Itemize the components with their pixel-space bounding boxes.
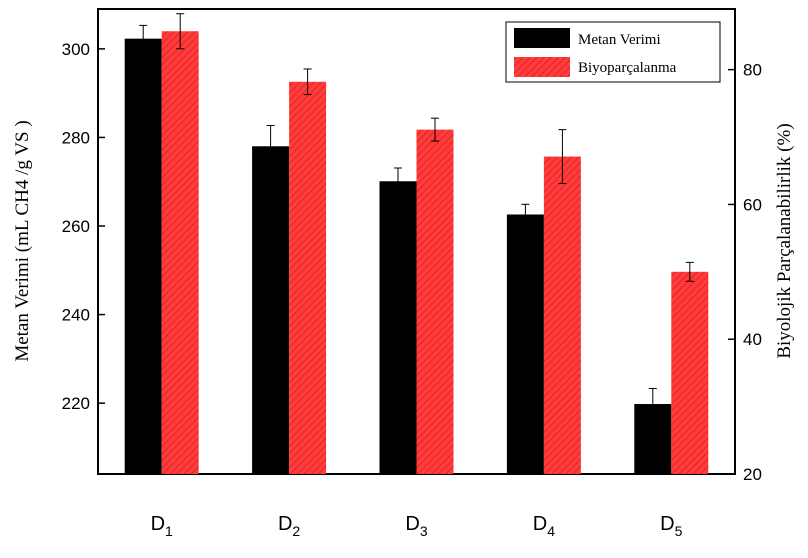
bars-layer bbox=[125, 31, 709, 474]
left-tick-label: 300 bbox=[62, 40, 90, 59]
legend-swatch-biyo bbox=[514, 57, 570, 77]
left-axis-label: Metan Verimi (mL CH4 /g VS ) bbox=[12, 120, 33, 361]
x-tick-label-1: D1 bbox=[151, 513, 173, 539]
bar-biyopar-alanma-2 bbox=[289, 82, 326, 474]
bar-metan-verimi-4 bbox=[507, 214, 544, 474]
x-tick-label-4: D4 bbox=[533, 513, 555, 539]
legend-label-metan: Metan Verimi bbox=[578, 32, 661, 48]
left-tick-label: 260 bbox=[62, 217, 90, 236]
bar-biyopar-alanma-3 bbox=[417, 130, 454, 474]
right-axis-label: Biyolojik Parçalanabilirlik (%) bbox=[774, 123, 795, 358]
left-tick-label: 240 bbox=[62, 306, 90, 325]
right-tick-label: 40 bbox=[743, 330, 762, 349]
right-tick-label: 60 bbox=[743, 195, 762, 214]
legend-swatch-metan bbox=[514, 28, 570, 48]
bar-metan-verimi-2 bbox=[252, 146, 289, 474]
x-tick-label-5: D5 bbox=[660, 513, 682, 539]
bar-biyopar-alanma-1 bbox=[162, 31, 199, 474]
x-tick-label-2: D2 bbox=[278, 513, 300, 539]
right-tick-label: 80 bbox=[743, 61, 762, 80]
bar-biyopar-alanma-5 bbox=[671, 272, 708, 474]
right-axis: 20 40 60 80 bbox=[728, 61, 762, 484]
left-tick-label: 220 bbox=[62, 394, 90, 413]
bar-metan-verimi-1 bbox=[125, 39, 162, 474]
bar-biyopar-alanma-4 bbox=[544, 157, 581, 474]
legend: Metan Verimi Biyoparçalanma bbox=[506, 22, 720, 82]
bar-metan-verimi-3 bbox=[380, 181, 417, 474]
left-tick-label: 280 bbox=[62, 128, 90, 147]
legend-label-biyo: Biyoparçalanma bbox=[578, 60, 677, 76]
right-tick-label: 20 bbox=[743, 465, 762, 484]
x-tick-label-3: D3 bbox=[405, 513, 427, 539]
x-axis: D1 D2 D3 D4 D5 bbox=[151, 513, 683, 539]
